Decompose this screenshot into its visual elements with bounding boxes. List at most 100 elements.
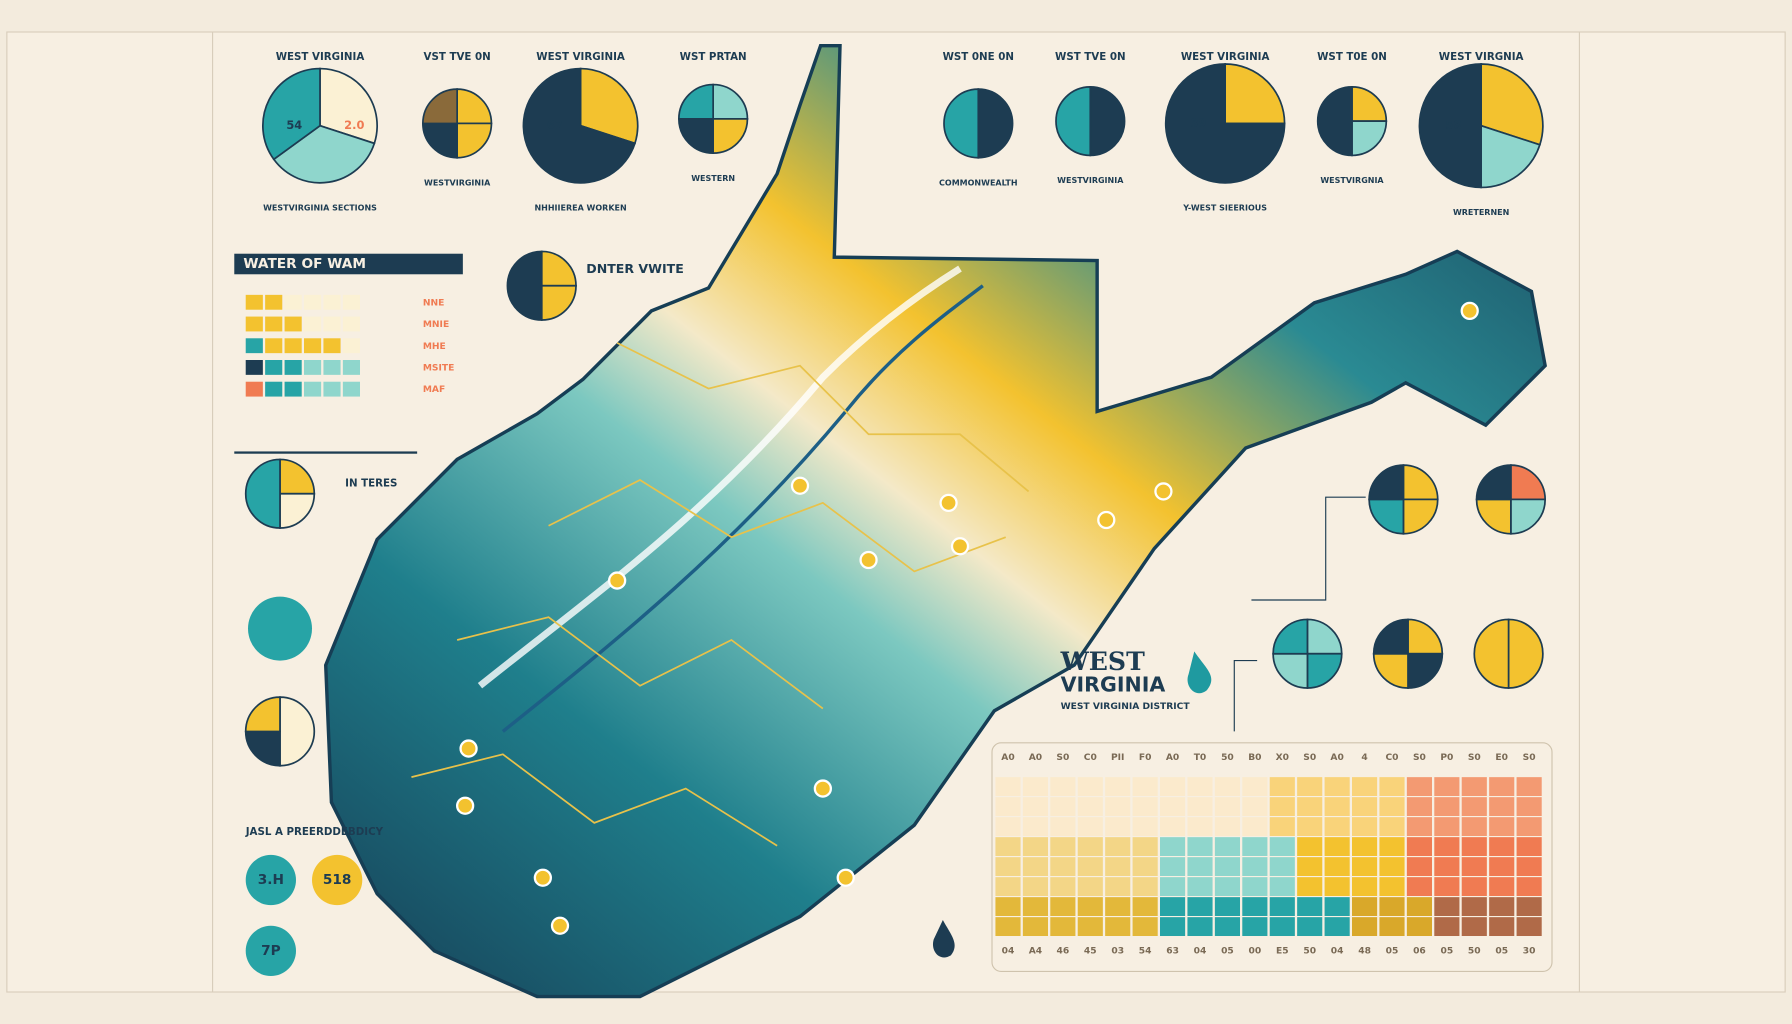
heatmap-cell xyxy=(1105,857,1131,876)
heatmap-column: 4 xyxy=(1361,753,1367,763)
pie-slice xyxy=(1306,652,1343,689)
pie-slice xyxy=(244,458,281,529)
feature-title: DNTER VWITE xyxy=(586,261,684,276)
pie-slice xyxy=(1272,618,1309,655)
heatmap-cell xyxy=(1352,797,1378,816)
pie-caption: WRETERNEN xyxy=(1453,208,1509,217)
heatmap-cell xyxy=(1461,797,1487,816)
heatmap-footer: 04 xyxy=(1002,946,1015,956)
heatmap-footer: A4 xyxy=(1029,946,1042,956)
heatmap-cell xyxy=(1516,897,1542,916)
heatmap-cell xyxy=(1160,917,1186,936)
badge-label: 7P xyxy=(261,943,281,959)
connector xyxy=(1233,660,1258,732)
heatmap-column: C0 xyxy=(1084,753,1097,763)
heatmap-cell xyxy=(1461,897,1487,916)
heatmap-cell xyxy=(1489,877,1515,896)
heatmap-cell xyxy=(1132,797,1158,816)
heatmap-column: S0 xyxy=(1303,753,1316,763)
heatmap-cell xyxy=(1105,897,1131,916)
pie-title: WEST VIRGINIA xyxy=(276,51,365,63)
heatmap-cell xyxy=(1160,777,1186,796)
pie-caption: Y-WEST SIEERIOUS xyxy=(1182,204,1267,213)
pie-slice xyxy=(1351,120,1388,157)
heatmap-footer: 04 xyxy=(1331,946,1344,956)
swatch xyxy=(323,338,341,354)
heatmap-cell xyxy=(1269,917,1295,936)
heatmap-cell xyxy=(1489,777,1515,796)
heatmap-cell xyxy=(1242,837,1268,856)
pie-slice xyxy=(1224,63,1286,125)
badge-label: 518 xyxy=(323,872,352,888)
heatmap-column: F0 xyxy=(1139,753,1152,763)
heatmap-cell xyxy=(995,817,1021,836)
heatmap-cell xyxy=(1379,917,1405,936)
heatmap-cell xyxy=(1379,777,1405,796)
pie-slice xyxy=(540,284,577,321)
heatmap-cell xyxy=(1160,817,1186,836)
heatmap-cell xyxy=(1516,797,1542,816)
heatmap-cell xyxy=(1352,917,1378,936)
heatmap-cell xyxy=(1077,897,1103,916)
pie-slice xyxy=(244,730,281,767)
heatmap-cell xyxy=(995,857,1021,876)
heatmap-cell xyxy=(1242,917,1268,936)
heatmap-cell xyxy=(995,837,1021,856)
heatmap-cell xyxy=(1352,837,1378,856)
state-subtitle: WEST VIRGINIA DISTRICT xyxy=(1061,702,1191,712)
pie-slice xyxy=(1316,85,1353,157)
heatmap-cell xyxy=(1379,817,1405,836)
heatmap-footer: 45 xyxy=(1084,946,1097,956)
heatmap-cell xyxy=(1297,897,1323,916)
heatmap-cell xyxy=(1242,897,1268,916)
pie-label: 2.0 xyxy=(344,118,364,132)
heatmap-cell xyxy=(1461,917,1487,936)
heatmap-cell xyxy=(1324,837,1350,856)
swatch xyxy=(245,294,263,310)
map-marker xyxy=(939,493,958,512)
swatch xyxy=(304,360,322,375)
heatmap-frame xyxy=(991,742,1553,972)
pie-slice xyxy=(456,88,493,125)
heatmap-cell xyxy=(1077,857,1103,876)
heatmap-footer: 03 xyxy=(1111,946,1124,956)
swatch xyxy=(342,360,360,375)
map-marker xyxy=(1097,510,1116,530)
heatmap-cell xyxy=(1516,877,1542,896)
pie-slice xyxy=(1407,652,1444,689)
heatmap-footer: 63 xyxy=(1166,946,1179,956)
river xyxy=(501,284,984,733)
heatmap-cell xyxy=(1434,837,1460,856)
heatmap-cell xyxy=(1324,817,1350,836)
heatmap-cell xyxy=(1269,897,1295,916)
heatmap-cell xyxy=(1214,897,1240,916)
heatmap-footer: 05 xyxy=(1441,946,1454,956)
heatmap-column: C0 xyxy=(1385,753,1398,763)
heatmap-cell xyxy=(1434,817,1460,836)
heatmap-footer: 54 xyxy=(1139,946,1152,956)
pie-slice xyxy=(421,122,458,159)
heatmap-cell xyxy=(1022,797,1048,816)
pie-slice xyxy=(1272,652,1309,689)
swatch xyxy=(323,381,341,397)
heatmap-cell xyxy=(1187,857,1213,876)
side-heading: JASL A PREERDDEBDICY xyxy=(245,826,384,838)
heatmap-cell xyxy=(1461,877,1487,896)
swatch xyxy=(245,316,263,332)
heatmap-column: S0 xyxy=(1523,753,1536,763)
swatch xyxy=(323,294,341,310)
pie-label: 58 xyxy=(1445,118,1461,132)
pie-slice xyxy=(677,118,714,155)
heatmap-cell xyxy=(1352,897,1378,916)
rule xyxy=(234,451,418,454)
pie-slice xyxy=(977,88,1014,159)
swatch xyxy=(284,360,302,375)
pie-title: WST T0E 0N xyxy=(1317,51,1387,63)
pie-slice xyxy=(1372,652,1409,689)
heatmap-cell xyxy=(1352,777,1378,796)
heatmap-cell xyxy=(1352,817,1378,836)
swatch xyxy=(245,381,263,397)
heatmap-cell xyxy=(1269,857,1295,876)
pie-title: WEST VIRGINIA xyxy=(536,51,625,63)
